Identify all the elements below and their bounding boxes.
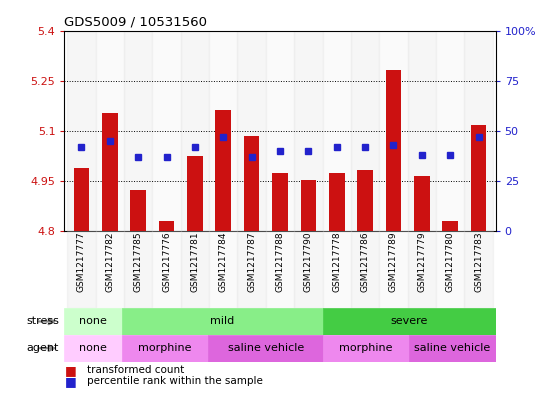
Text: morphine: morphine xyxy=(138,343,192,353)
Text: GSM1217779: GSM1217779 xyxy=(417,231,426,292)
Bar xyxy=(266,31,294,231)
Text: severe: severe xyxy=(391,316,428,327)
Bar xyxy=(244,136,259,231)
Bar xyxy=(323,308,496,335)
Bar xyxy=(130,190,146,231)
Bar xyxy=(64,308,122,335)
Text: saline vehicle: saline vehicle xyxy=(414,343,491,353)
Bar xyxy=(294,231,323,308)
Bar xyxy=(323,31,351,231)
Bar xyxy=(237,31,266,231)
Bar xyxy=(329,173,344,231)
Text: GSM1217786: GSM1217786 xyxy=(361,231,370,292)
Text: GSM1217783: GSM1217783 xyxy=(474,231,483,292)
Text: GSM1217787: GSM1217787 xyxy=(247,231,256,292)
Text: GDS5009 / 10531560: GDS5009 / 10531560 xyxy=(64,16,207,29)
Bar xyxy=(351,231,379,308)
Bar xyxy=(294,31,323,231)
Bar xyxy=(323,231,351,308)
Bar xyxy=(351,31,379,231)
Text: saline vehicle: saline vehicle xyxy=(227,343,304,353)
Bar xyxy=(301,180,316,231)
Bar xyxy=(187,156,203,231)
Bar xyxy=(96,31,124,231)
Bar xyxy=(471,125,487,231)
Text: GSM1217776: GSM1217776 xyxy=(162,231,171,292)
Text: GSM1217782: GSM1217782 xyxy=(105,231,114,292)
Bar xyxy=(124,231,152,308)
Text: GSM1217778: GSM1217778 xyxy=(332,231,341,292)
Text: ■: ■ xyxy=(64,364,76,377)
Bar xyxy=(379,31,408,231)
Bar xyxy=(67,231,96,308)
Bar xyxy=(408,31,436,231)
Bar xyxy=(158,222,174,231)
Text: none: none xyxy=(79,343,107,353)
Bar xyxy=(124,31,152,231)
Text: ■: ■ xyxy=(64,375,76,388)
Bar xyxy=(122,335,208,362)
Bar xyxy=(414,176,430,231)
Text: none: none xyxy=(79,316,107,327)
Text: transformed count: transformed count xyxy=(87,365,184,375)
Bar xyxy=(408,231,436,308)
Text: GSM1217790: GSM1217790 xyxy=(304,231,313,292)
Bar xyxy=(122,308,323,335)
Text: GSM1217780: GSM1217780 xyxy=(446,231,455,292)
Bar xyxy=(209,231,237,308)
Bar xyxy=(436,231,464,308)
Bar xyxy=(272,173,288,231)
Text: agent: agent xyxy=(26,343,59,353)
Bar xyxy=(409,335,496,362)
Text: morphine: morphine xyxy=(339,343,393,353)
Text: GSM1217785: GSM1217785 xyxy=(134,231,143,292)
Bar xyxy=(208,335,323,362)
Bar xyxy=(436,31,464,231)
Bar xyxy=(102,113,118,231)
Bar xyxy=(386,70,402,231)
Bar xyxy=(216,110,231,231)
Bar xyxy=(209,31,237,231)
Text: stress: stress xyxy=(26,316,59,327)
Bar xyxy=(379,231,408,308)
Bar xyxy=(323,335,409,362)
Bar xyxy=(266,231,294,308)
Bar xyxy=(181,31,209,231)
Text: GSM1217777: GSM1217777 xyxy=(77,231,86,292)
Bar xyxy=(442,222,458,231)
Bar xyxy=(96,231,124,308)
Text: GSM1217788: GSM1217788 xyxy=(276,231,284,292)
Bar xyxy=(464,31,493,231)
Text: GSM1217784: GSM1217784 xyxy=(219,231,228,292)
Bar xyxy=(64,335,122,362)
Bar xyxy=(181,231,209,308)
Text: GSM1217781: GSM1217781 xyxy=(190,231,199,292)
Text: GSM1217789: GSM1217789 xyxy=(389,231,398,292)
Bar xyxy=(464,231,493,308)
Bar xyxy=(152,231,181,308)
Bar xyxy=(152,31,181,231)
Bar xyxy=(67,31,96,231)
Text: percentile rank within the sample: percentile rank within the sample xyxy=(87,376,263,386)
Text: mild: mild xyxy=(211,316,235,327)
Bar xyxy=(357,170,373,231)
Bar xyxy=(237,231,266,308)
Bar xyxy=(73,168,89,231)
